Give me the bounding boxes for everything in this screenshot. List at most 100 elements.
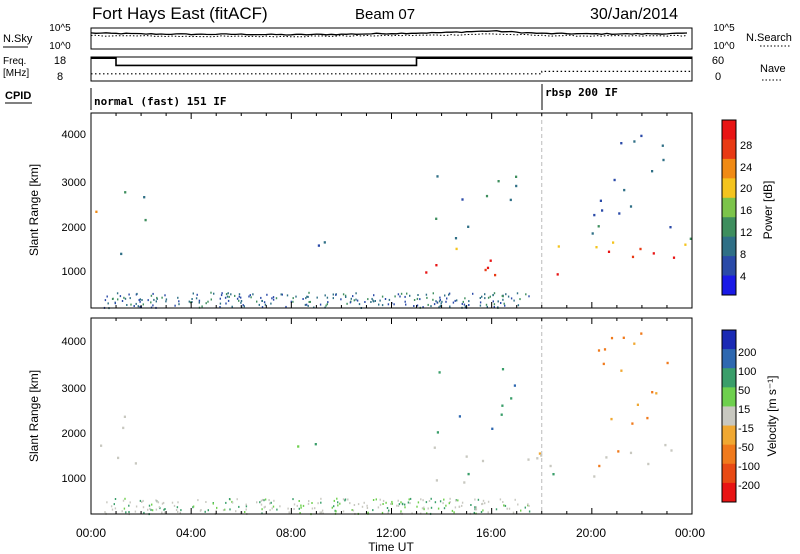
echo-cell (123, 415, 126, 418)
echo-cell (139, 298, 141, 301)
echo-cell (122, 499, 125, 502)
velocity-panel: Slant Range [km] 4000 3000 2000 1000 Vel… (27, 317, 779, 516)
echo-cell (467, 225, 470, 228)
echo-cell (484, 293, 486, 296)
echo-cell (407, 501, 410, 504)
echo-cell (595, 246, 598, 249)
echo-cell (396, 504, 398, 507)
echo-cell (489, 259, 492, 262)
echo-cell (271, 507, 273, 510)
echo-cell (497, 300, 499, 303)
vel-cbar-swatch (722, 330, 736, 350)
echo-cell (439, 298, 441, 301)
echo-cell (417, 501, 420, 504)
power-colorbar-label: Power [dB] (761, 181, 775, 240)
echo-cell (528, 504, 530, 507)
echo-cell (144, 218, 147, 222)
nsky-right-tick-bottom: 10^0 (713, 41, 735, 52)
echo-cell (593, 213, 596, 217)
echo-cell (158, 506, 161, 509)
echo-cell (363, 501, 365, 504)
echo-cell (286, 294, 289, 297)
echo-cell (448, 292, 451, 295)
echo-cell (409, 502, 411, 505)
echo-cell (382, 503, 384, 505)
echo-cell (272, 298, 275, 301)
echo-cell (375, 498, 377, 501)
echo-cell (386, 507, 389, 509)
echo-cell (128, 293, 130, 296)
xtick-0800: 08:00 (276, 526, 306, 540)
echo-cell (342, 293, 345, 296)
echo-cell (443, 498, 445, 501)
echo-cell (461, 198, 464, 201)
echo-cell (371, 297, 373, 300)
power-cbar-swatch (722, 139, 736, 160)
echo-cell (404, 300, 406, 303)
echo-cell (112, 297, 114, 300)
echo-cell (602, 362, 605, 366)
echo-cell (423, 508, 425, 511)
power-cbar-swatch (722, 178, 736, 199)
echo-cell (128, 504, 130, 507)
echo-cell (422, 499, 424, 502)
echo-cell (141, 299, 143, 301)
echo-cell (249, 294, 251, 297)
echo-cell (388, 298, 391, 301)
echo-cell (482, 499, 485, 502)
echo-cell (391, 502, 393, 505)
echo-cell (334, 509, 336, 512)
echo-cell (151, 509, 154, 512)
echo-cell (220, 294, 223, 297)
echo-cell (404, 506, 406, 509)
echo-cell (106, 501, 108, 504)
echo-cell (413, 299, 416, 301)
echo-cell (449, 305, 451, 308)
echo-cell (161, 511, 163, 514)
echo-cell (221, 292, 223, 295)
echo-cell (381, 295, 384, 298)
echo-cell (510, 297, 513, 300)
echo-cell (463, 303, 466, 306)
echo-cell (302, 504, 305, 507)
echo-cell (481, 295, 483, 298)
echo-cell (672, 256, 676, 259)
echo-cell (449, 501, 451, 504)
echo-cell (225, 501, 227, 504)
echo-cell (474, 498, 476, 501)
echo-cell (252, 293, 254, 296)
echo-cell (148, 504, 151, 507)
freq-line (91, 57, 692, 67)
echo-cell (155, 508, 158, 511)
echo-cell (629, 205, 633, 208)
echo-cell (147, 299, 149, 302)
power-panel: Slant Range [km] 4000 3000 2000 1000 Pow… (27, 112, 775, 310)
echo-cell (196, 293, 198, 296)
power-cbar-swatch (722, 217, 736, 238)
echo-cell (238, 505, 240, 508)
echo-cell (271, 297, 273, 300)
echo-cell (366, 504, 368, 507)
echo-cell (356, 299, 359, 302)
vel-cbar-swatch (722, 463, 736, 484)
echo-cell (647, 462, 650, 466)
echo-cell (400, 292, 403, 295)
vel-cbar-swatch (722, 349, 736, 369)
echo-cell (164, 294, 166, 297)
echo-cell (344, 294, 347, 297)
echo-cell (205, 302, 207, 305)
echo-cell (150, 301, 152, 304)
nsearch-label: N.Search (746, 32, 792, 44)
echo-cell (156, 500, 158, 503)
echo-cell (500, 302, 502, 304)
freq-unit-label: [MHz] (3, 68, 29, 79)
echo-cell (470, 504, 472, 506)
echo-cell (629, 451, 633, 455)
echo-cell (492, 294, 494, 297)
echo-cell (121, 300, 124, 302)
echo-cell (204, 510, 206, 513)
echo-cell (387, 511, 389, 514)
echo-cell (347, 498, 349, 501)
echo-cell (377, 506, 380, 509)
